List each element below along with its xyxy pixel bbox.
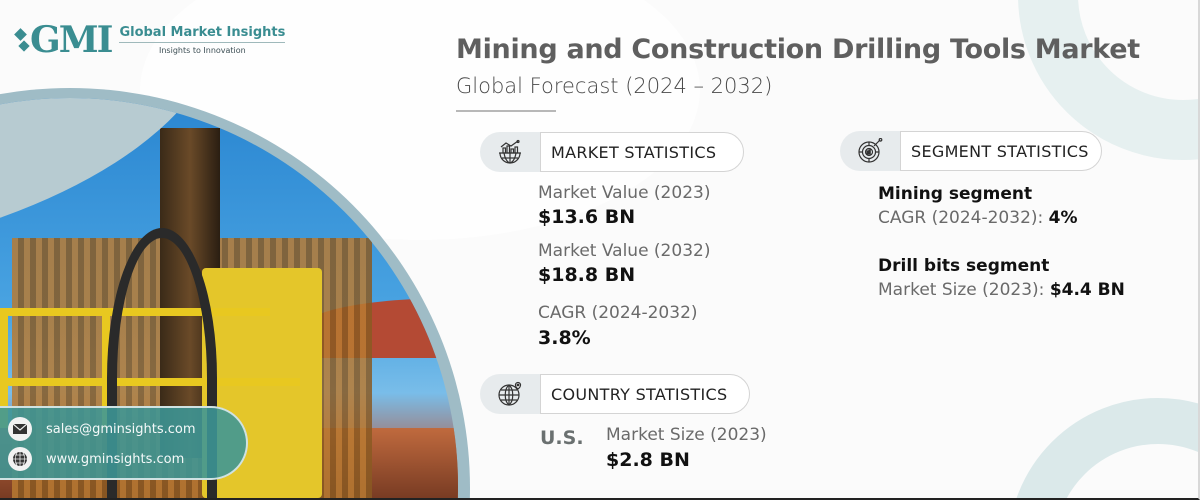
page-subtitle: Global Forecast (2024 – 2032) — [456, 74, 773, 98]
stat-value: 3.8% — [538, 327, 591, 349]
market-statistics-title: MARKET STATISTICS — [540, 132, 744, 172]
contact-panel: sales@gminsights.com www.gminsights.com — [0, 406, 248, 480]
segment-stat-value: 4% — [1048, 208, 1078, 228]
country-stat-label: Market Size (2023) — [606, 425, 767, 445]
country-stat-value: $2.8 BN — [606, 449, 690, 471]
logo-mark: GMI — [14, 19, 113, 61]
decorative-arc-bottom-right — [1008, 398, 1198, 498]
segment-title: Drill bits segment — [878, 256, 1050, 276]
target-chart-icon — [840, 131, 900, 171]
logo-text: Global Market Insights Insights to Innov… — [119, 25, 286, 55]
segment-statistics-title: SEGMENT STATISTICS — [900, 131, 1102, 171]
country-statistics-header: COUNTRY STATISTICS — [480, 374, 750, 414]
gmi-logo[interactable]: GMI Global Market Insights Insights to I… — [14, 19, 286, 61]
globe-icon — [8, 447, 32, 471]
segment-stat-value: $4.4 BN — [1049, 280, 1125, 300]
globe-pin-icon — [480, 374, 540, 414]
envelope-icon — [8, 417, 32, 441]
segment-statistics-header: SEGMENT STATISTICS — [840, 131, 1102, 171]
email-link[interactable]: sales@gminsights.com — [46, 421, 196, 437]
stat-value: $18.8 BN — [538, 264, 636, 286]
contact-website[interactable]: www.gminsights.com — [8, 444, 246, 474]
country-statistics-title: COUNTRY STATISTICS — [540, 374, 750, 414]
photo-rig-post — [102, 308, 110, 428]
segment-stat: Market Size (2023): $4.4 BN — [878, 280, 1125, 300]
stat-label: Market Value (2023) — [538, 183, 711, 203]
logo-mark-text: GMI — [30, 19, 113, 61]
title-divider — [456, 110, 556, 112]
country-name: U.S. — [540, 427, 584, 449]
page-title: Mining and Construction Drilling Tools M… — [456, 34, 1140, 65]
logo-diamond-icon — [14, 28, 27, 41]
website-link[interactable]: www.gminsights.com — [46, 451, 185, 467]
segment-stat: CAGR (2024-2032): 4% — [878, 208, 1078, 228]
segment-title: Mining segment — [878, 184, 1033, 204]
photo-rig-post — [0, 308, 8, 428]
segment-stat-label: CAGR (2024-2032): — [878, 208, 1049, 228]
stat-label: CAGR (2024-2032) — [538, 303, 698, 323]
stat-value: $13.6 BN — [538, 206, 636, 228]
segment-stat-label: Market Size (2023): — [878, 280, 1050, 300]
logo-diamond-icon — [18, 40, 30, 52]
photo-rig-hose — [107, 228, 217, 498]
brand-tagline: Insights to Innovation — [159, 46, 246, 55]
brand-name: Global Market Insights — [119, 25, 286, 43]
chart-globe-icon — [480, 132, 540, 172]
market-statistics-header: MARKET STATISTICS — [480, 132, 744, 172]
stat-label: Market Value (2032) — [538, 241, 711, 261]
contact-email[interactable]: sales@gminsights.com — [8, 414, 246, 444]
